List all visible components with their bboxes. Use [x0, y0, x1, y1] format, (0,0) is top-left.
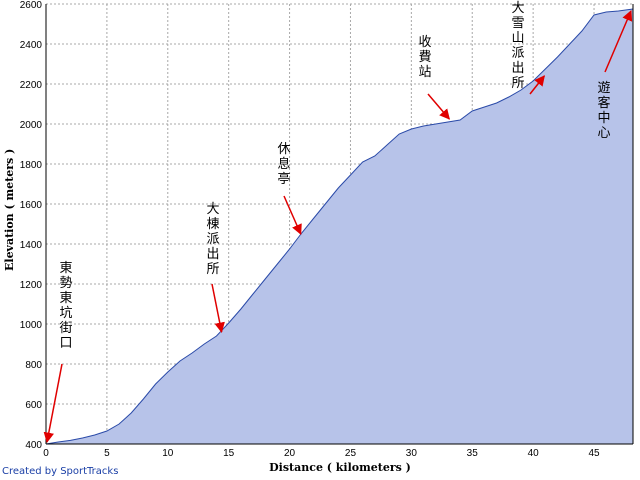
x-tick-label: 45 — [588, 448, 600, 459]
elevation-area — [45, 8, 634, 445]
annotation-label: 東勢東坑街口 — [59, 260, 72, 351]
annotation-arrow — [283, 195, 302, 235]
y-tick-label: 1800 — [20, 160, 43, 171]
x-tick-label: 15 — [223, 448, 235, 459]
y-tick-label: 1000 — [20, 320, 43, 331]
y-tick-label: 2000 — [20, 120, 43, 131]
annotation-label: 收費站 — [418, 35, 431, 80]
y-tick-label: 1400 — [20, 240, 43, 251]
annotation: 遊客中心 — [597, 10, 633, 141]
x-axis-title: Distance ( kilometers ) — [269, 461, 411, 474]
annotation-label: 大雪山派出所 — [511, 1, 524, 91]
y-tick-label: 2600 — [20, 0, 43, 11]
y-tick-label: 2200 — [20, 80, 43, 91]
y-tick-labels: 400 600 800 1000 1200 1400 1600 1800 2000 2200 240… — [20, 0, 43, 451]
x-tick-label: 0 — [43, 448, 49, 459]
y-tick-label: 400 — [25, 440, 42, 451]
annotation-arrow — [43, 363, 63, 444]
credit-text: Created by SportTracks — [2, 466, 119, 477]
annotation-arrow — [604, 10, 633, 73]
y-axis-title-box: Elevation ( meters ) — [3, 149, 19, 271]
x-tick-label: 35 — [467, 448, 479, 459]
y-axis-title: Elevation ( meters ) — [3, 148, 16, 271]
annotation-arrow — [529, 75, 545, 95]
annotation-label: 休息亭 — [277, 142, 290, 187]
annotation: 東勢東坑街口 — [43, 260, 73, 444]
y-tick-label: 2400 — [20, 40, 43, 51]
x-tick-labels: 0 5 10 15 20 25 30 35 40 45 — [43, 448, 600, 459]
annotation: 休息亭 — [277, 142, 302, 235]
axes — [45, 4, 634, 445]
annotation: 大棟派出所 — [206, 202, 225, 334]
y-tick-label: 1600 — [20, 200, 43, 211]
annotation-label: 遊客中心 — [597, 81, 610, 141]
x-tick-label: 25 — [345, 448, 357, 459]
annotations: 東勢東坑街口 大棟派出所 休息亭 收費站 大雪山派出所遊客中心 — [43, 1, 633, 444]
elevation-line — [45, 8, 634, 445]
x-tick-label: 10 — [162, 448, 174, 459]
annotation-label: 大棟派出所 — [206, 202, 219, 277]
annotation: 大雪山派出所 — [511, 1, 545, 95]
x-tick-label: 40 — [528, 448, 540, 459]
elevation-fill — [46, 9, 633, 444]
y-tick-label: 800 — [25, 360, 42, 371]
x-tick-label: 20 — [284, 448, 296, 459]
annotation-arrow — [427, 93, 451, 120]
annotation: 收費站 — [418, 35, 451, 120]
x-tick-label: 30 — [406, 448, 418, 459]
y-tick-label: 600 — [25, 400, 42, 411]
annotation-arrow — [211, 283, 225, 334]
y-tick-label: 1200 — [20, 280, 43, 291]
x-tick-label: 5 — [104, 448, 110, 459]
